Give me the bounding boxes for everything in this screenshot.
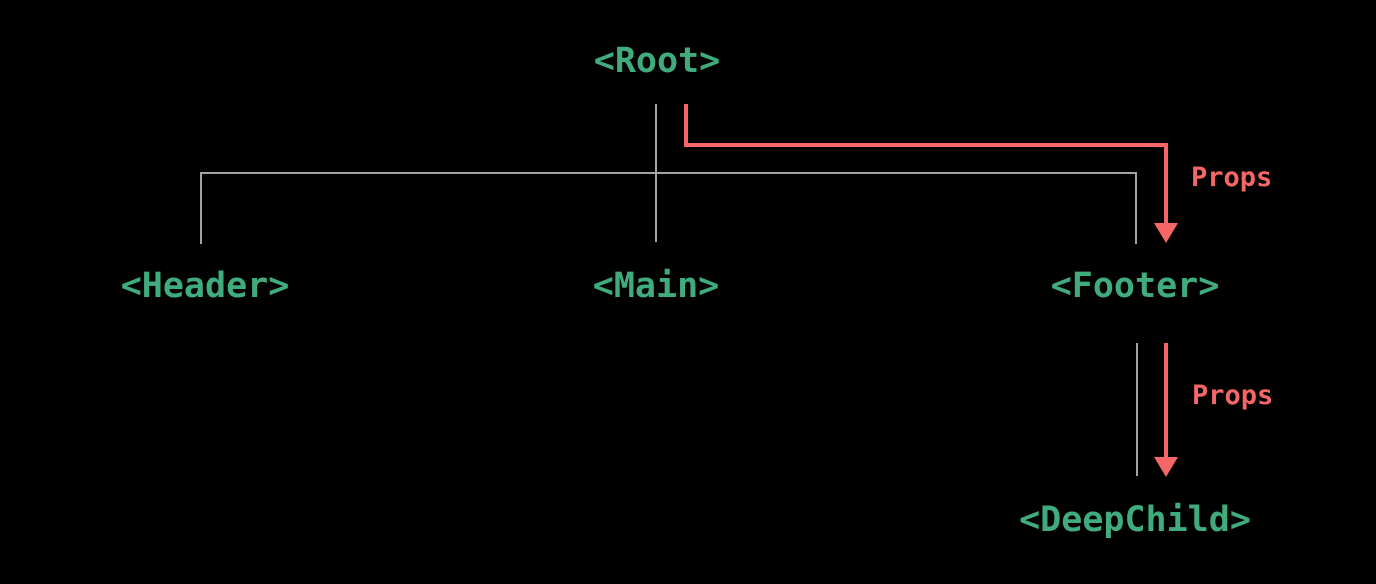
props-arrow-deepchild-vertical-segment [1164,343,1168,457]
arrowhead-down-footer-icon [1154,223,1178,243]
node-root: <Root> [593,41,721,81]
tree-line-footer-stem [1135,172,1137,244]
tree-line-horizontal [200,172,1137,174]
node-header: <Header> [120,266,290,306]
tree-line-footer-to-deepchild [1136,343,1138,476]
tree-line-header-stem [200,172,202,244]
node-main: <Main> [592,266,720,306]
props-arrow-root-vertical-segment [684,104,688,147]
props-label-root-to-footer: Props [1191,162,1273,193]
props-label-footer-to-deepchild: Props [1192,380,1274,411]
node-footer: <Footer> [1050,266,1220,306]
node-deepchild: <DeepChild> [1019,500,1251,540]
arrowhead-down-deepchild-icon [1154,457,1178,477]
props-arrow-footer-vertical-segment [1164,143,1168,224]
props-arrow-horizontal-segment [684,143,1168,147]
